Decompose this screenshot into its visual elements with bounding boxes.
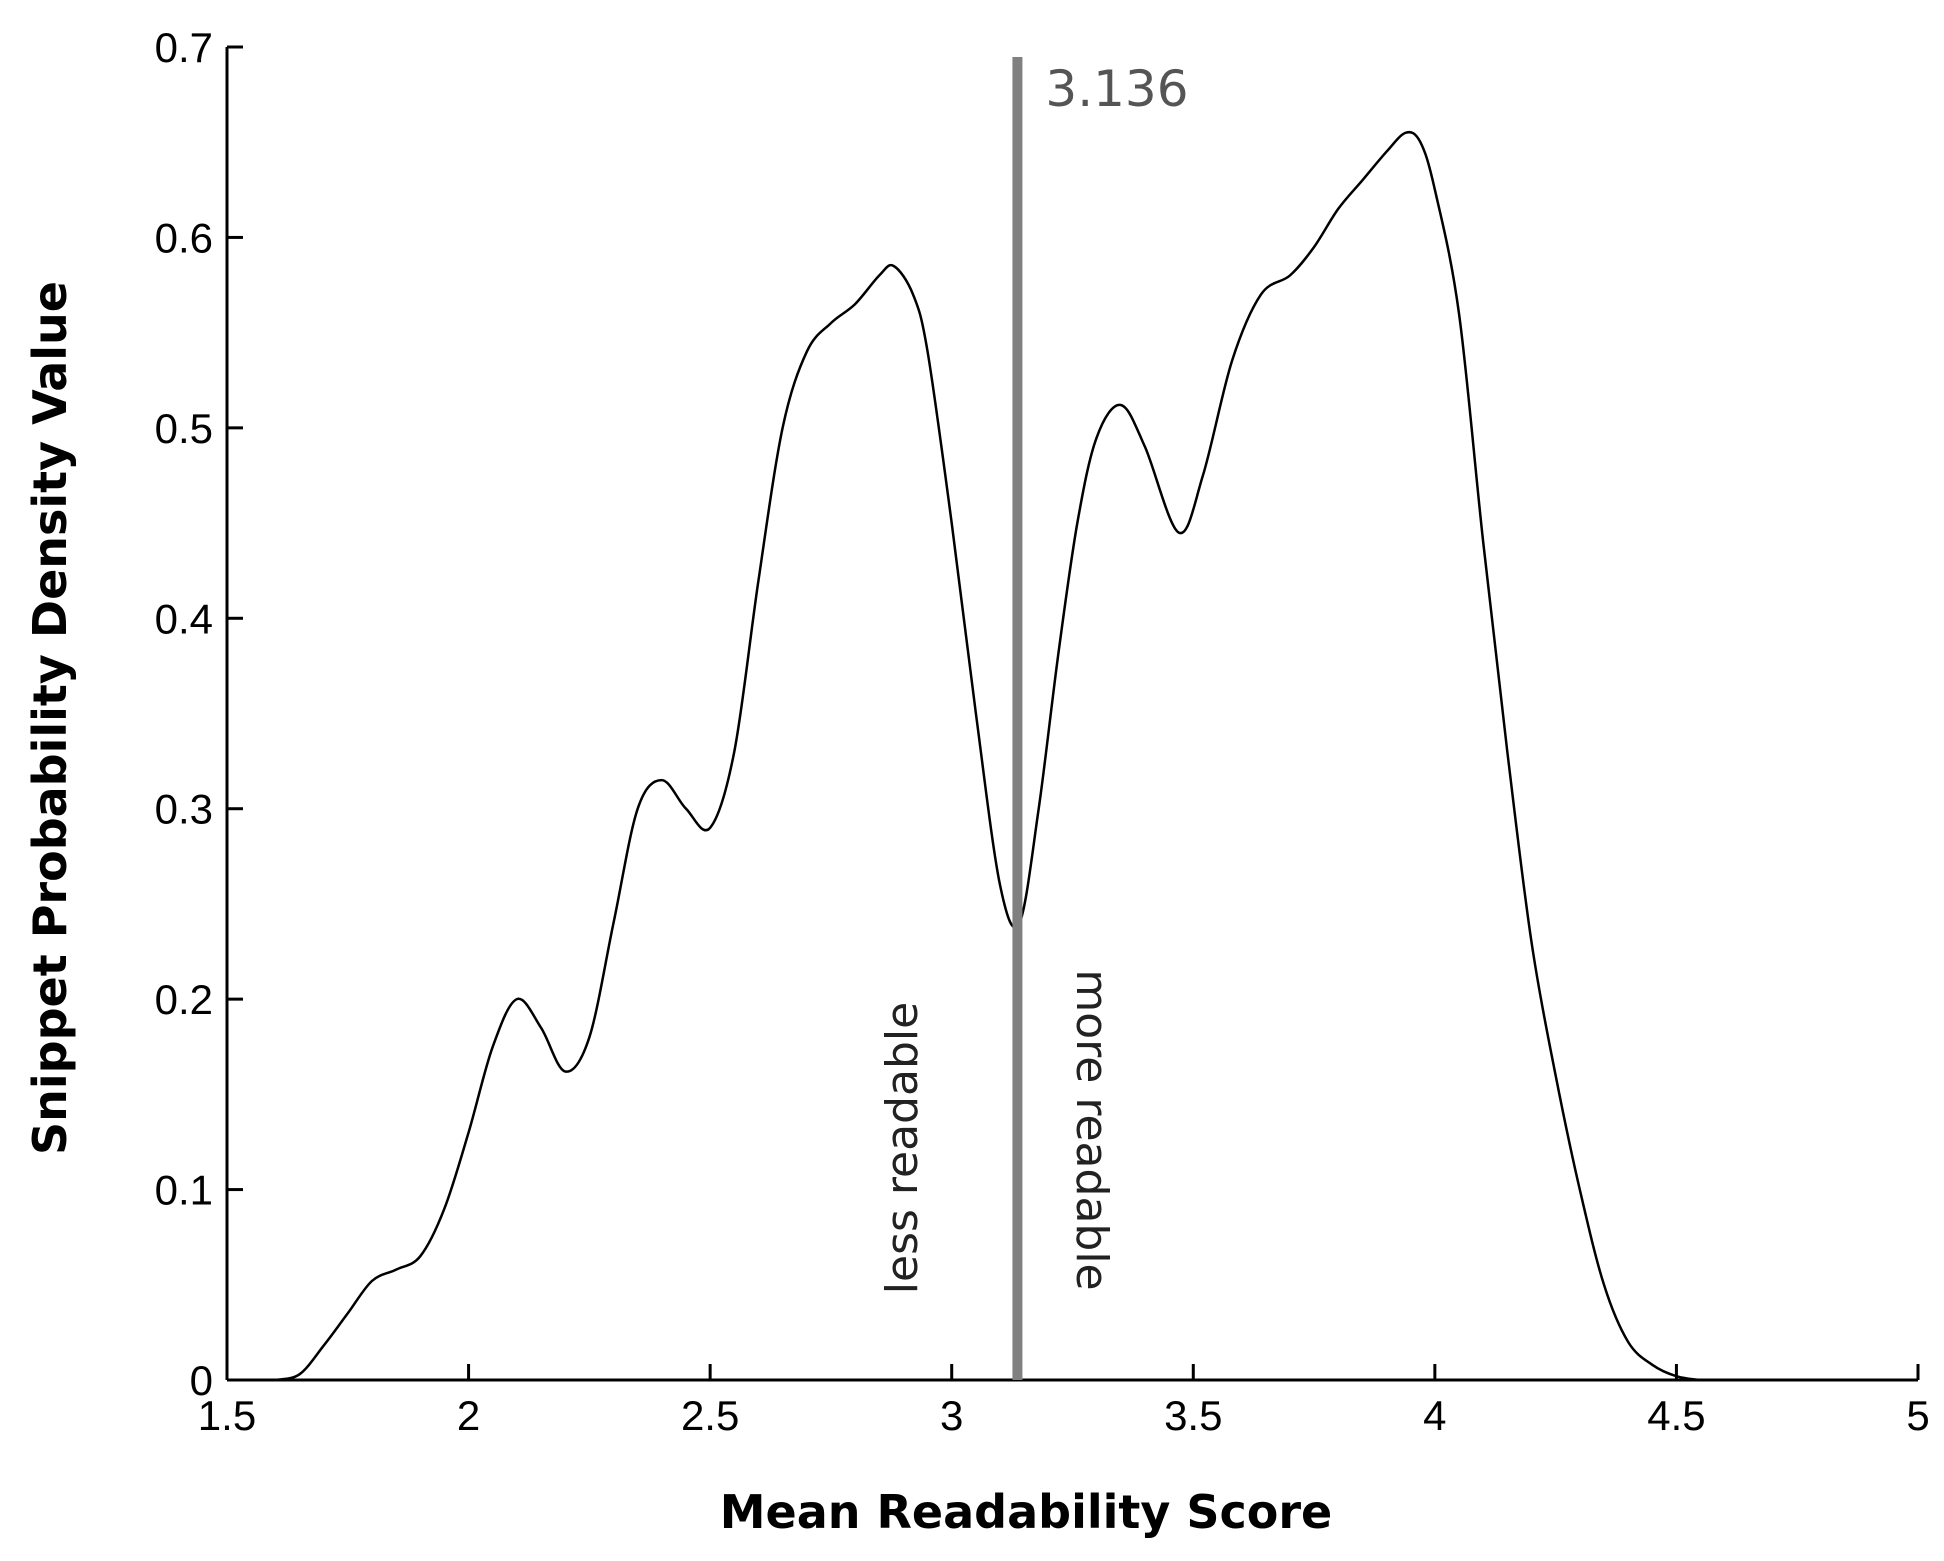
tick-marks: 1.5 2 2.5 3 3.5 4 4.5 5 0 0.1 0.2 0.3 0.4 0.5 0.6 0.7 bbox=[155, 24, 1930, 1439]
y-tick-label: 0.2 bbox=[155, 976, 213, 1023]
x-tick-label: 1.5 bbox=[198, 1392, 256, 1439]
x-tick-label: 5 bbox=[1906, 1392, 1929, 1439]
x-tick-label: 4 bbox=[1423, 1392, 1446, 1439]
x-axis-title: Mean Readability Score bbox=[720, 1485, 1333, 1539]
x-tick-label: 3 bbox=[940, 1392, 963, 1439]
y-axis-title: Snippet Probability Density Value bbox=[23, 281, 77, 1155]
y-tick-label: 0.6 bbox=[155, 214, 213, 261]
x-tick-label: 3.5 bbox=[1164, 1392, 1222, 1439]
axes bbox=[225, 47, 1918, 1382]
x-tick-label: 2.5 bbox=[681, 1392, 739, 1439]
less-readable-label: less readable bbox=[877, 1002, 928, 1294]
density-curve-layer bbox=[274, 130, 1716, 1382]
y-tick-label: 0.1 bbox=[155, 1167, 213, 1214]
y-tick-label: 0.3 bbox=[155, 786, 213, 833]
y-tick-label: 0.4 bbox=[155, 595, 213, 642]
y-tick-label: 0.7 bbox=[155, 24, 213, 71]
y-tick-label: 0 bbox=[190, 1357, 213, 1404]
x-tick-label: 2 bbox=[457, 1392, 480, 1439]
density-curve bbox=[274, 130, 1716, 1382]
threshold-layer: 3.136 less readable more readable bbox=[877, 57, 1189, 1380]
more-readable-label: more readable bbox=[1066, 969, 1117, 1290]
threshold-value-label: 3.136 bbox=[1045, 60, 1188, 118]
y-tick-label: 0.5 bbox=[155, 405, 213, 452]
x-tick-label: 4.5 bbox=[1647, 1392, 1705, 1439]
